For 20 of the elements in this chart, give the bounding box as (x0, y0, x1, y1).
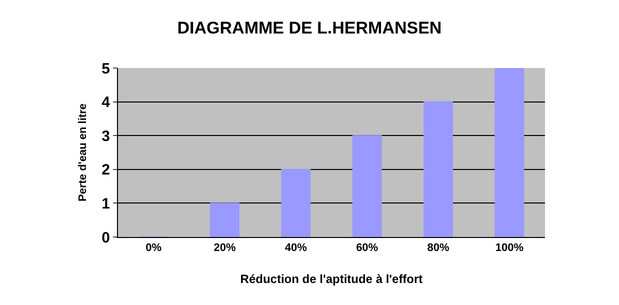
y-tick-label: 5 (102, 60, 110, 78)
y-tick-label: 4 (102, 94, 111, 112)
x-tick-label: 40% (284, 242, 308, 254)
chart-title: DIAGRAMME DE L.HERMANSEN (177, 18, 442, 38)
x-tick-label: 100% (495, 242, 524, 254)
x-tick-label: 0% (146, 242, 162, 254)
y-tick-label: 3 (102, 128, 110, 145)
bar (494, 68, 524, 237)
bar (281, 168, 311, 237)
x-tick-label: 60% (356, 242, 378, 254)
y-tick-label: 0 (102, 229, 110, 246)
bar (424, 101, 453, 237)
y-axis-title: Perte d'eau en litre (77, 104, 89, 202)
x-tick-label: 20% (214, 242, 236, 254)
y-tick-label: 2 (102, 162, 110, 179)
bar (210, 202, 240, 237)
y-tick-label: 1 (102, 195, 110, 212)
bar (352, 135, 382, 237)
x-axis-title: Réduction de l'aptitude à l'effort (240, 272, 423, 286)
x-tick-label: 80% (427, 242, 450, 254)
